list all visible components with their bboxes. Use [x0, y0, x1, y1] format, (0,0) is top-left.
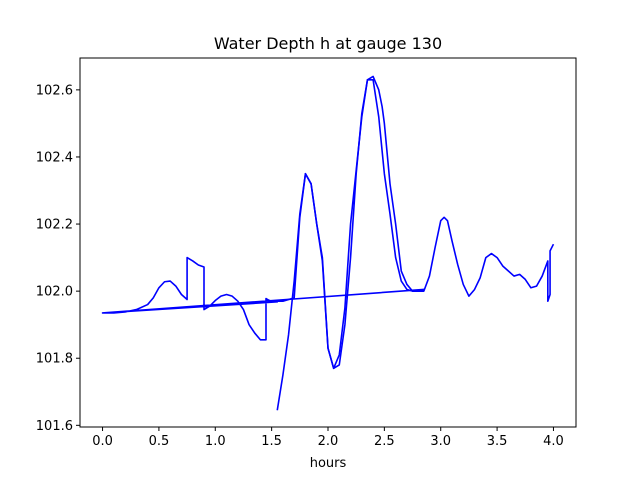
x-axis-label: hours: [310, 456, 347, 471]
y-tick-label: 101.6: [36, 419, 73, 434]
x-tick-label: 1.5: [261, 434, 282, 449]
y-tick-label: 101.8: [36, 352, 73, 367]
x-tick-label: 2.0: [318, 434, 339, 449]
x-tick-label: 4.0: [543, 434, 564, 449]
x-tick-label: 0.0: [92, 434, 113, 449]
x-tick-label: 2.5: [374, 434, 395, 449]
chart-title: Water Depth h at gauge 130: [214, 34, 442, 53]
plot-area: [101, 75, 555, 411]
x-tick-label: 0.5: [149, 434, 170, 449]
x-tick-label: 1.0: [205, 434, 226, 449]
series-line-3: [276, 75, 424, 411]
y-tick-label: 102.4: [36, 150, 73, 165]
x-tick-label: 3.0: [430, 434, 451, 449]
x-axis: 0.0 0.5 1.0 1.5 2.0 2.5 3.0 3.5 4.0: [92, 427, 564, 449]
y-tick-label: 102.0: [36, 285, 73, 300]
y-axis: 101.6 101.8 102.0 102.2 102.4 102.6: [36, 83, 80, 434]
y-tick-label: 102.6: [36, 83, 73, 98]
y-tick-label: 102.2: [36, 218, 73, 233]
x-tick-label: 3.5: [487, 434, 508, 449]
